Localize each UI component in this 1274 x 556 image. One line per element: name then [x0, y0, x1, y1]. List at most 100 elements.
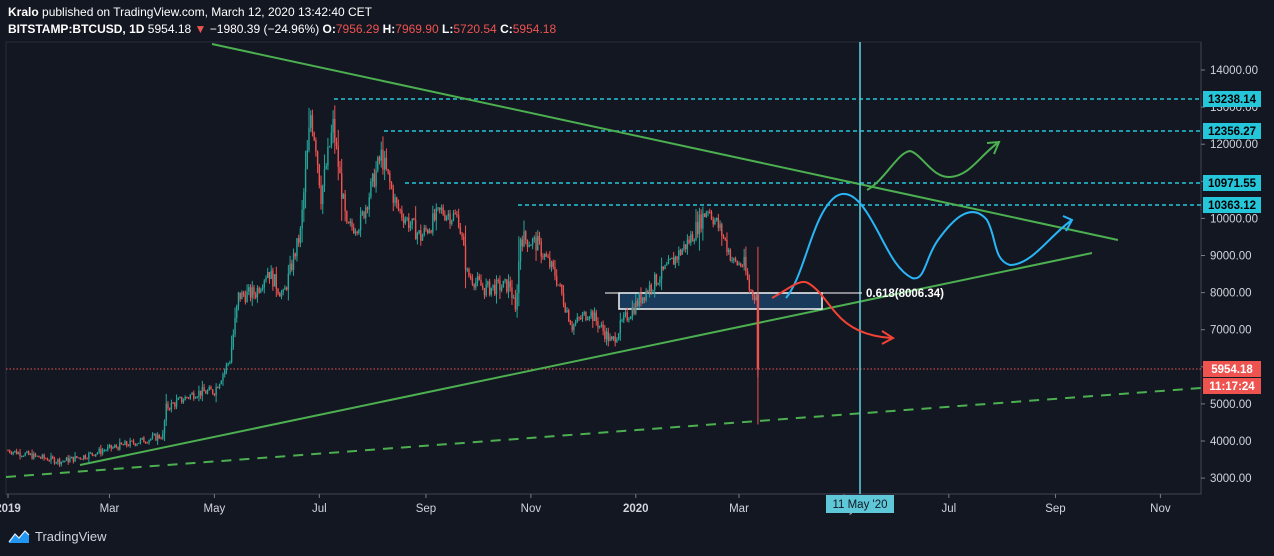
candle-body: [76, 456, 78, 458]
candle-body: [464, 245, 467, 270]
candle-body: [745, 256, 747, 272]
candle-body: [150, 438, 152, 441]
candle-body: [607, 331, 609, 342]
candle-body: [239, 292, 241, 300]
publish-text: published on TradingView.com, March 12, …: [42, 5, 373, 19]
resistance-levels: [334, 98, 1201, 206]
candle-body: [619, 320, 622, 334]
candle-body: [387, 168, 389, 174]
candle-body: [24, 453, 26, 456]
time-axis[interactable]: 2019MarMayJulSepNov2020MarMayJulSepNov: [0, 494, 1171, 515]
candle-body: [523, 231, 525, 247]
candle-body: [641, 297, 644, 303]
price-label-10971: 10971.55: [1208, 178, 1257, 190]
candle-body: [614, 336, 616, 343]
low-value: 5720.54: [453, 22, 497, 36]
candle-body: [249, 287, 252, 298]
candle-body: [256, 288, 259, 298]
candle-body: [743, 256, 745, 267]
candle-body: [740, 263, 742, 267]
candle-body: [311, 115, 314, 133]
close-value: 5954.18: [512, 22, 557, 36]
candle-body: [414, 219, 417, 240]
candle-body: [755, 297, 757, 301]
descending-trendline[interactable]: [211, 43, 1119, 241]
candle-body: [332, 118, 334, 133]
candle-body: [537, 236, 539, 251]
candle-body: [174, 403, 176, 407]
candle-body: [697, 222, 699, 235]
candle-body: [499, 280, 501, 291]
candle-body: [138, 442, 140, 444]
candle-body: [203, 387, 205, 392]
author-name[interactable]: Kralo: [8, 5, 39, 19]
candle-body: [698, 214, 701, 235]
candle-body: [447, 213, 450, 217]
candle-body: [146, 442, 149, 444]
candle-body: [242, 292, 245, 296]
candle-body: [574, 321, 577, 325]
candle-body: [676, 256, 678, 260]
candle-body: [593, 312, 596, 322]
candle-body: [340, 173, 343, 199]
candle-body: [122, 444, 124, 446]
candle-body: [378, 157, 381, 161]
candle-body: [691, 234, 694, 242]
candle-body: [715, 217, 718, 221]
candle-body: [473, 284, 475, 288]
candle-body: [72, 456, 75, 462]
candle-body: [70, 456, 73, 459]
candle-body: [727, 249, 730, 252]
candle-body: [753, 295, 756, 301]
candle-body: [177, 398, 179, 400]
candle-body: [712, 218, 714, 225]
candle-body: [750, 289, 752, 291]
candle-body: [564, 304, 566, 313]
candle-body: [358, 230, 360, 234]
candle-body: [139, 439, 142, 443]
candle-body: [502, 280, 505, 288]
ascending-trendline[interactable]: [79, 252, 1093, 466]
candle-body: [107, 446, 109, 451]
candle-body: [320, 185, 322, 205]
candle-body: [253, 287, 255, 295]
candle-body: [640, 294, 642, 303]
candle-body: [602, 324, 604, 331]
fib-zone-box: [618, 292, 823, 310]
candle-body: [647, 290, 649, 293]
candle-body: [27, 451, 30, 455]
symbol-legend: BITSTAMP:BTCUSD, 1D 5954.18 ▼ −1980.39 (…: [8, 21, 556, 38]
candle-body: [41, 454, 44, 459]
candle-body: [442, 207, 444, 215]
dashed-support-trendline[interactable]: [5, 387, 1202, 478]
candle-body: [191, 392, 193, 395]
candle-body: [396, 197, 398, 204]
candle-body: [244, 295, 247, 302]
candle-body: [50, 456, 52, 461]
candle-body: [303, 192, 305, 210]
last-price-label-bg: [1203, 361, 1261, 377]
candle-body: [507, 281, 510, 292]
footer-branding[interactable]: TradingView: [8, 529, 107, 544]
candle-body: [127, 445, 130, 447]
candle-body: [605, 331, 608, 340]
candle-body: [175, 399, 178, 407]
price-tick-label: 7000.00: [1210, 325, 1252, 337]
symbol-label[interactable]: BITSTAMP:BTCUSD, 1D: [8, 22, 145, 36]
candle-body: [383, 157, 386, 170]
fib-zone[interactable]: 0.618(8006.34): [605, 288, 944, 310]
candle-body: [411, 218, 413, 225]
candle-body: [280, 292, 283, 297]
candle-body: [131, 440, 133, 442]
candle-body: [394, 197, 396, 203]
candle-body: [659, 279, 661, 284]
candle-body: [248, 287, 250, 292]
candle-body: [124, 441, 126, 446]
candle-body: [705, 212, 708, 217]
price-tick-label: 8000.00: [1210, 288, 1252, 300]
candle-body: [327, 146, 329, 166]
candle-body: [205, 391, 207, 394]
candle-body: [182, 400, 185, 403]
candle-body: [566, 310, 568, 313]
